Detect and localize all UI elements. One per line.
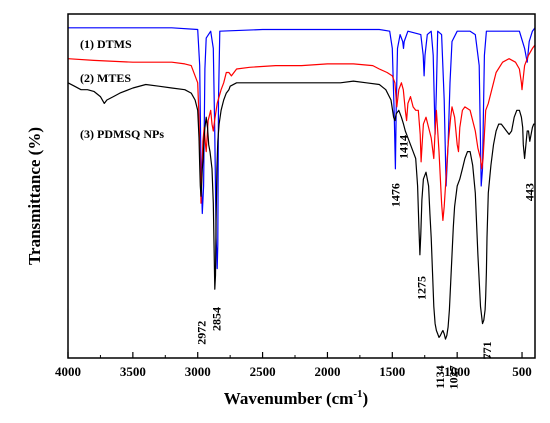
series-label-2: (2) MTES [80, 71, 131, 85]
x-tick-label: 1000 [444, 364, 470, 379]
x-tick-label: 4000 [55, 364, 81, 379]
peak-label: 1275 [415, 276, 429, 300]
x-axis-title-main: Wavenumber (cm [224, 389, 354, 408]
peak-label: 1027 [447, 365, 461, 389]
x-tick-label: 3000 [185, 364, 211, 379]
plot-frame [67, 13, 536, 359]
series-labels: (1) DTMS (2) MTES (3) PDMSQ NPs [80, 37, 164, 141]
x-axis-title-end: ) [363, 389, 369, 408]
x-axis-ticks: 4000 3500 3000 2500 2000 1500 1000 500 [55, 352, 532, 379]
x-axis-title-sup: -1 [353, 388, 362, 400]
x-tick-label: 500 [512, 364, 532, 379]
peak-label: 1476 [388, 183, 402, 207]
peak-label: 771 [480, 341, 494, 359]
series-line-1 [68, 27, 536, 270]
series-line-3 [67, 80, 535, 340]
series-label-3: (3) PDMSQ NPs [80, 127, 164, 141]
peak-label: 2854 [210, 307, 224, 331]
peak-label: 1414 [397, 135, 411, 159]
peak-label: 443 [522, 183, 536, 201]
x-tick-label: 1500 [379, 364, 405, 379]
peak-label: 1134 [433, 365, 447, 388]
peak-label: 2972 [194, 321, 208, 345]
y-axis-title: Transmittance (%) [25, 127, 44, 265]
x-axis-title: Wavenumber (cm-1) [224, 388, 368, 408]
x-tick-label: 2500 [250, 364, 276, 379]
series-label-1: (1) DTMS [80, 37, 132, 51]
x-tick-label: 2000 [314, 364, 340, 379]
x-tick-label: 3500 [120, 364, 146, 379]
spectra-group [67, 27, 536, 340]
